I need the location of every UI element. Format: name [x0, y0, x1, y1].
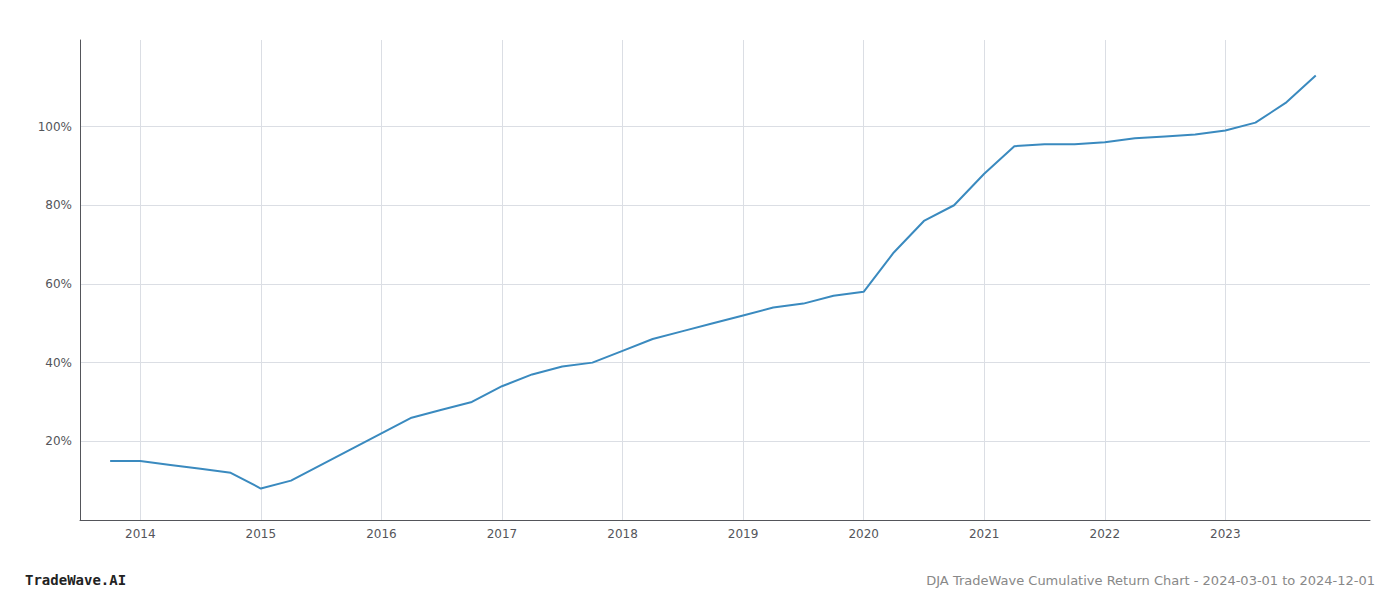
svg-text:2015: 2015: [246, 527, 277, 541]
svg-text:2014: 2014: [125, 527, 156, 541]
svg-text:60%: 60%: [45, 277, 72, 291]
svg-text:2019: 2019: [728, 527, 759, 541]
svg-text:2016: 2016: [366, 527, 397, 541]
svg-text:80%: 80%: [45, 198, 72, 212]
svg-text:2021: 2021: [969, 527, 1000, 541]
svg-text:2023: 2023: [1210, 527, 1241, 541]
svg-text:100%: 100%: [38, 120, 72, 134]
svg-text:TradeWave.AI: TradeWave.AI: [25, 572, 126, 588]
svg-text:2022: 2022: [1089, 527, 1120, 541]
svg-text:2020: 2020: [848, 527, 879, 541]
svg-text:DJA TradeWave Cumulative Retur: DJA TradeWave Cumulative Return Chart - …: [926, 573, 1375, 588]
svg-text:2017: 2017: [487, 527, 518, 541]
svg-text:20%: 20%: [45, 434, 72, 448]
svg-text:40%: 40%: [45, 356, 72, 370]
svg-text:2018: 2018: [607, 527, 638, 541]
